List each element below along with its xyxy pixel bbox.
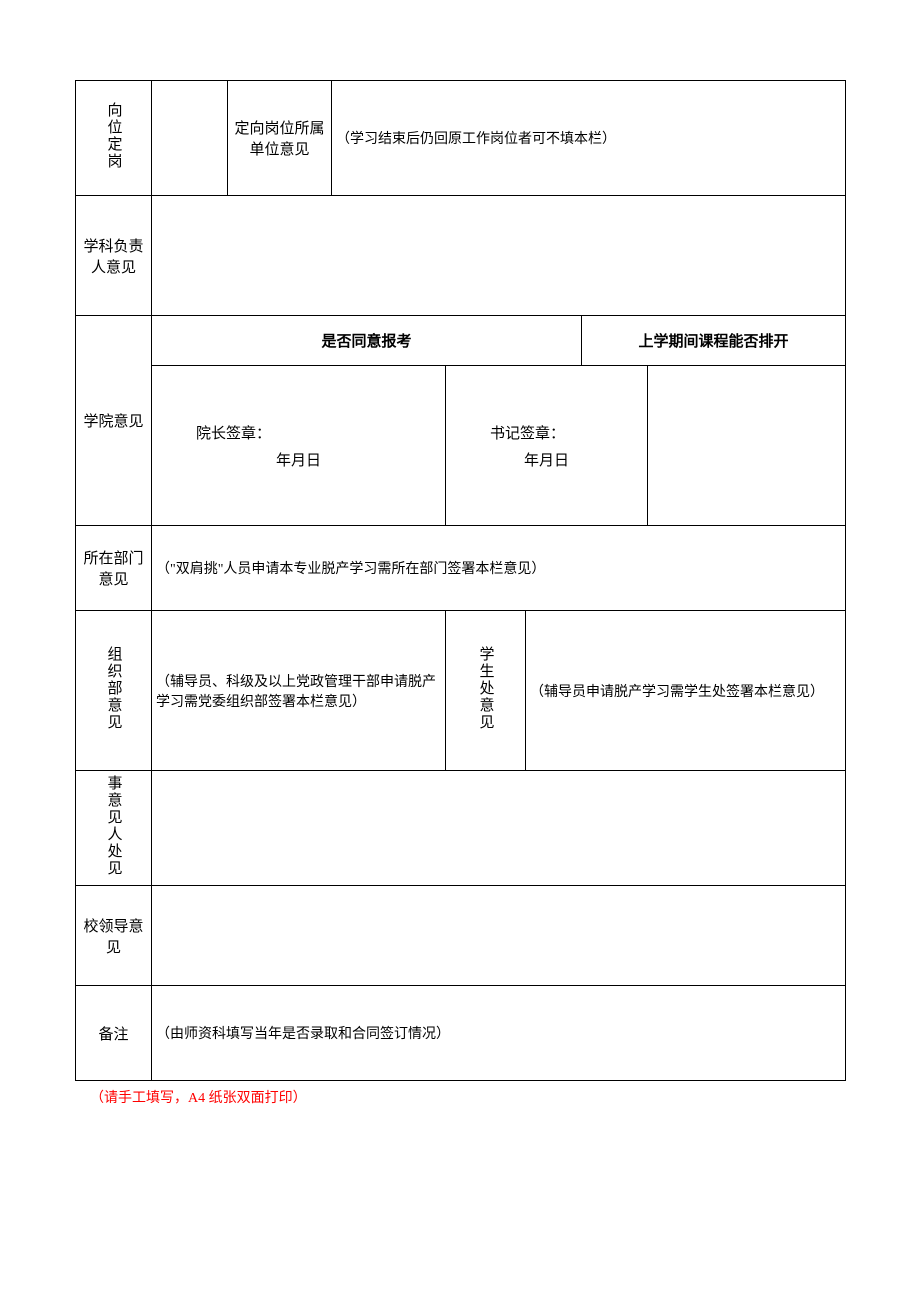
row1-blank1	[152, 81, 228, 196]
row6-label: 事意见人处见	[76, 771, 152, 886]
row1-content: （学习结束后仍回原工作岗位者可不填本栏）	[332, 81, 846, 196]
row5-left-label: 组织部意见	[76, 611, 152, 771]
row7-label: 校领导意见	[76, 886, 152, 986]
row6-content	[152, 771, 846, 886]
row2-label: 学科负责人意见	[76, 196, 152, 316]
row4-content: （"双肩挑"人员申请本专业脱产学习需所在部门签署本栏意见）	[152, 526, 846, 611]
row4-label: 所在部门意见	[76, 526, 152, 611]
row5-right-content: （辅导员申请脱产学习需学生处签署本栏意见）	[526, 611, 846, 771]
row5-mid-label: 学生处意见	[446, 611, 526, 771]
row3-label: 学院意见	[76, 316, 152, 526]
row3-sig-dean: 院长签章： 年月日	[152, 366, 446, 526]
row7-content	[152, 886, 846, 986]
row3-head-left: 是否同意报考	[152, 316, 582, 366]
row1-mid-label: 定向岗位所属单位意见	[228, 81, 332, 196]
row1-side-label: 向位定岗	[76, 81, 152, 196]
row3-sig-secretary: 书记签章： 年月日	[446, 366, 648, 526]
row8-content: （由师资科填写当年是否录取和合同签订情况）	[152, 986, 846, 1081]
row2-content	[152, 196, 846, 316]
row3-right-content	[648, 366, 846, 526]
row3-head-right: 上学期间课程能否排开	[582, 316, 846, 366]
row8-label: 备注	[76, 986, 152, 1081]
approval-form-table: 向位定岗 定向岗位所属单位意见 （学习结束后仍回原工作岗位者可不填本栏） 学科负…	[75, 80, 846, 1081]
footer-note: （请手工填写，A4 纸张双面打印）	[75, 1087, 845, 1107]
row5-left-content: （辅导员、科级及以上党政管理干部申请脱产学习需党委组织部签署本栏意见）	[152, 611, 446, 771]
